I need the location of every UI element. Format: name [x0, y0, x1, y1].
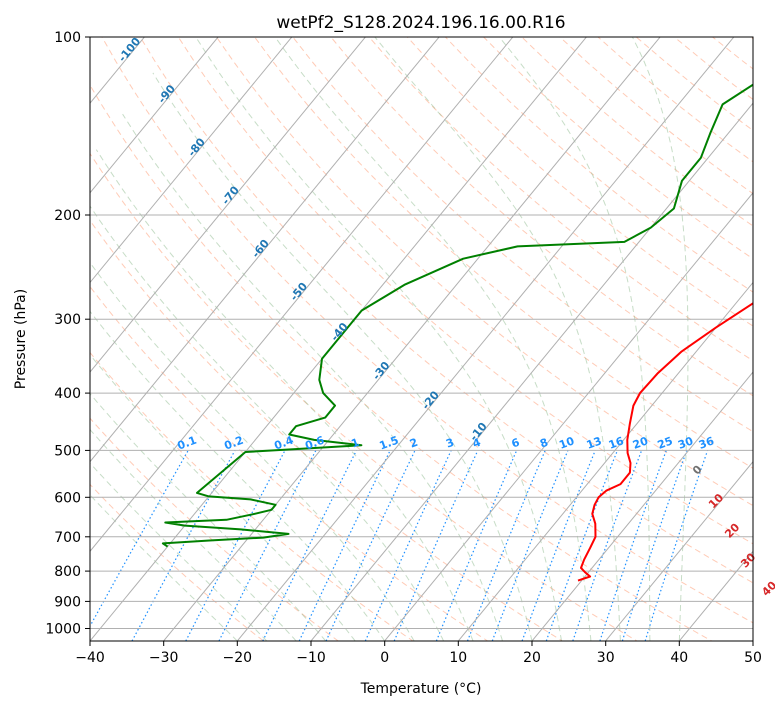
grid-lines: [0, 10, 775, 653]
isotherm-line: [522, 10, 775, 653]
x-tick-label: 30: [597, 650, 615, 666]
mixing-ratio-label: 2: [408, 436, 420, 451]
isotherm-label: -50: [287, 280, 310, 304]
isotherm-label: -20: [419, 388, 442, 412]
mixing-ratio-label: 6: [510, 436, 522, 451]
y-tick-label: 800: [54, 564, 81, 580]
chart-title: wetPf2_S128.2024.196.16.00.R16: [276, 13, 565, 33]
moist-adiabat: [196, 37, 562, 641]
background-lines: [0, 10, 775, 653]
dry-adiabat: [458, 10, 775, 653]
y-tick-label: 200: [54, 208, 81, 224]
dry-adiabat: [0, 10, 582, 653]
mixing-ratio-line: [436, 450, 516, 641]
isotherm-line: [301, 10, 775, 653]
dry-adiabat: [236, 10, 775, 653]
isotherm-line: [0, 10, 388, 653]
moist-adiabat: [153, 73, 532, 641]
y-tick-label: 400: [54, 386, 81, 402]
mixing-ratio-label: 3: [444, 436, 456, 451]
theta-label: 30: [738, 550, 758, 570]
isotherm-line: [449, 10, 775, 653]
y-tick-label: 700: [54, 530, 81, 546]
mixing-ratio-line: [468, 450, 546, 641]
mixing-ratio-line: [394, 450, 478, 641]
moist-adiabat: [0, 287, 296, 641]
dry-adiabat: [0, 10, 279, 653]
y-tick-label: 600: [54, 490, 81, 506]
mixing-ratio-line: [82, 450, 188, 641]
x-tick-label: 0: [380, 650, 389, 666]
isotherm-label: -60: [249, 237, 272, 261]
y-tick-label: 300: [54, 312, 81, 328]
isotherm-line: [0, 10, 461, 653]
dry-adiabat: [310, 10, 775, 653]
x-tick-label: −30: [149, 650, 179, 666]
isotherm-line: [154, 10, 683, 653]
isotherm-label: -80: [185, 135, 208, 159]
dry-adiabat: [0, 10, 430, 653]
mixing-ratio-label: 1: [349, 436, 361, 451]
mixing-ratio-line: [645, 450, 707, 641]
y-axis-label: Pressure (hPa): [13, 289, 29, 389]
mixing-ratio-label: 16: [607, 434, 626, 452]
dry-adiabat: [384, 10, 775, 653]
moist-adiabat: [0, 302, 267, 642]
x-tick-label: −40: [75, 650, 105, 666]
mixing-ratio-line: [219, 450, 316, 641]
moist-adiabat: [123, 114, 503, 641]
isotherm-line: [7, 10, 536, 653]
isotherm-label: -30: [370, 359, 393, 383]
x-tick-label: −20: [223, 650, 253, 666]
mixing-ratio-label: 1.5: [378, 434, 401, 453]
mixing-ratio-label: 0.6: [303, 434, 326, 453]
mixing-ratio-line: [263, 450, 357, 641]
dry-adiabat: [680, 10, 775, 653]
mixing-ratio-line: [522, 450, 595, 641]
x-tick-label: 50: [744, 650, 762, 666]
x-axis-label: Temperature (°C): [360, 681, 482, 697]
theta-label: 20: [722, 520, 742, 540]
mixing-ratio-label: 25: [656, 434, 675, 451]
isotherm-label: -70: [219, 184, 242, 208]
isotherm-label: -100: [116, 35, 144, 65]
isotherm-label: -40: [328, 320, 351, 344]
dry-adiabat: [0, 10, 506, 653]
mixing-ratio-line: [573, 450, 642, 641]
x-tick-label: 10: [449, 650, 467, 666]
isotherm-line: [0, 10, 240, 653]
moist-adiabat: [96, 150, 473, 641]
moist-adiabat: [0, 319, 237, 641]
x-tick-label: 20: [523, 650, 541, 666]
mixing-ratio-label: 0.1: [176, 434, 199, 453]
x-tick-label: 40: [670, 650, 688, 666]
isotherm-label: -90: [155, 82, 178, 106]
dry-adiabat: [51, 10, 734, 653]
theta-label: 40: [759, 578, 775, 598]
dry-adiabat: [0, 10, 355, 653]
mixing-ratio-line: [299, 450, 390, 641]
y-tick-label: 1000: [45, 622, 81, 638]
mixing-ratio-label: 20: [631, 434, 650, 452]
y-tick-label: 100: [54, 30, 81, 46]
y-tick-label: 500: [54, 443, 81, 459]
theta-label: 10: [706, 491, 726, 511]
mixing-ratio-line: [492, 450, 568, 641]
moist-adiabat: [31, 228, 385, 641]
dry-adiabat: [532, 10, 775, 653]
dry-adiabat: [495, 10, 775, 653]
mixing-ratio-label: 30: [676, 434, 695, 452]
x-tick-label: −10: [296, 650, 326, 666]
y-tick-label: 900: [54, 594, 81, 610]
dry-adiabat: [754, 10, 775, 653]
temperature-profile: [578, 37, 775, 581]
isotherm-line: [228, 10, 757, 653]
dry-adiabat: [162, 10, 775, 653]
mixing-ratio-label: 10: [557, 434, 576, 452]
moist-adiabat: [499, 37, 650, 641]
